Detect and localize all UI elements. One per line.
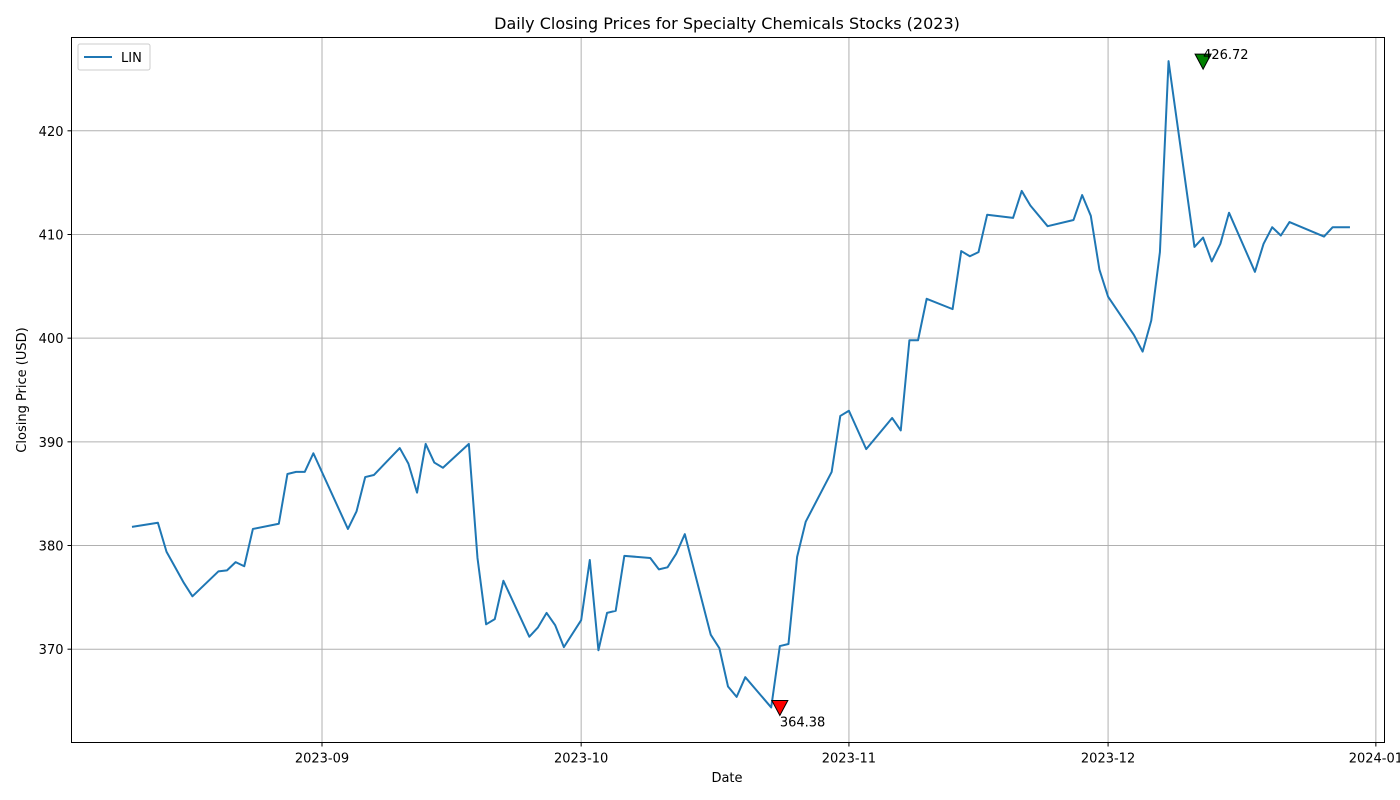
- legend-box: [77, 43, 151, 71]
- grid-lines: [71, 37, 1385, 743]
- y-tick-label: 380: [39, 540, 64, 555]
- x-tick-label: 2024-01: [1349, 752, 1400, 767]
- x-axis-label: Date: [711, 771, 742, 786]
- y-axis: 370 380 390 400 410 420: [39, 125, 72, 658]
- y-tick-label: 400: [39, 332, 64, 347]
- legend: LIN: [77, 43, 151, 71]
- x-tick-label: 2023-12: [1081, 752, 1135, 767]
- min-marker: [770, 699, 789, 717]
- series-line-lin: [131, 60, 1350, 709]
- chart-title: Daily Closing Prices for Specialty Chemi…: [494, 14, 960, 33]
- plot-frame: [71, 37, 1385, 743]
- x-tick-label: 2023-10: [554, 752, 608, 767]
- min-annotation-label: 364.38: [780, 715, 826, 730]
- max-annotation-label: 426.72: [1203, 48, 1249, 63]
- y-axis-label: Closing Price (USD): [15, 327, 30, 452]
- y-tick-label: 420: [39, 125, 64, 140]
- x-tick-label: 2023-09: [295, 752, 349, 767]
- legend-label: LIN: [121, 51, 142, 66]
- x-tick-label: 2023-11: [822, 752, 876, 767]
- y-tick-label: 390: [39, 436, 64, 451]
- max-marker: [1194, 53, 1212, 71]
- y-tick-label: 410: [39, 228, 64, 243]
- plot-area: [131, 60, 1350, 709]
- x-axis: 2023-09 2023-10 2023-11 2023-12 2024-01: [295, 742, 1400, 767]
- annotations: 426.72 364.38: [770, 48, 1249, 730]
- y-tick-label: 370: [39, 643, 64, 658]
